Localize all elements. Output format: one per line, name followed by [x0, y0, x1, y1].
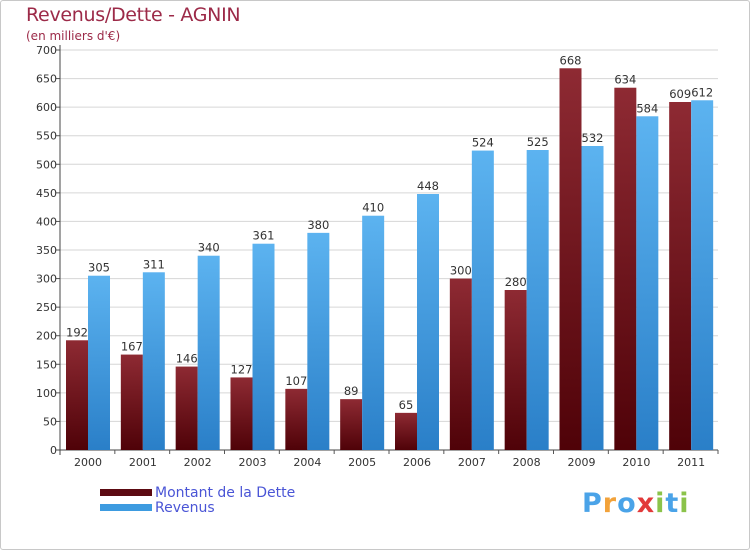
bar-revenue	[636, 116, 659, 451]
data-label-debt: 609	[669, 87, 691, 101]
logo-letter: t	[665, 488, 680, 519]
data-label-revenue: 448	[417, 179, 439, 193]
x-tick-label: 2004	[293, 456, 321, 469]
data-label-revenue: 311	[143, 257, 165, 271]
bar-revenue	[197, 255, 220, 450]
bar-debt	[559, 68, 582, 451]
bar-debt	[395, 412, 417, 450]
grid-lines	[60, 49, 718, 451]
bar-debt	[230, 377, 253, 450]
proxiti-logo: Proxiti	[582, 488, 690, 519]
data-label-debt: 300	[450, 264, 472, 278]
bar-revenue	[581, 146, 604, 450]
bar-revenue	[88, 275, 110, 450]
bar-debt	[614, 87, 637, 450]
data-label-debt: 127	[231, 362, 253, 376]
y-tick-label: 350	[36, 244, 57, 257]
data-label-debt: 65	[399, 398, 414, 412]
x-tick-label: 2000	[74, 456, 102, 469]
data-label-debt: 89	[344, 384, 359, 398]
bar-revenue	[252, 243, 275, 450]
bar-debt	[66, 340, 88, 450]
logo-letter: o	[617, 488, 637, 519]
logo-letter: x	[636, 488, 656, 519]
bar-debt	[175, 366, 198, 450]
x-tick-label: 2008	[513, 456, 541, 469]
data-label-debt: 167	[121, 340, 143, 354]
x-tick-label: 2010	[622, 456, 650, 469]
data-label-debt: 280	[505, 275, 527, 289]
bar-debt	[449, 278, 472, 450]
bar-debt	[504, 290, 527, 450]
data-label-revenue: 380	[307, 218, 329, 232]
y-tick-label: 500	[36, 158, 57, 171]
logo-letter: i	[655, 488, 666, 519]
data-label-revenue: 584	[636, 101, 658, 115]
data-label-revenue: 340	[198, 241, 220, 255]
y-tick-label: 400	[36, 215, 57, 228]
bar-revenue	[691, 100, 714, 451]
data-label-revenue: 524	[472, 136, 494, 150]
data-label-revenue: 532	[582, 131, 604, 145]
data-label-revenue: 361	[253, 229, 275, 243]
bar-debt	[120, 354, 143, 450]
y-tick-label: 650	[36, 73, 57, 86]
y-tick-label: 50	[43, 415, 57, 428]
y-tick-label: 450	[36, 187, 57, 200]
y-tick-label: 200	[36, 330, 57, 343]
data-labels: 192 305 167 311 146 340 127 361 107 380 89 410 65 448…	[66, 53, 713, 412]
bar-debt	[669, 102, 692, 450]
legend-swatch-debt	[100, 489, 152, 496]
data-label-revenue: 410	[362, 201, 384, 215]
data-label-revenue: 525	[527, 135, 549, 149]
x-tick-label: 2002	[184, 456, 212, 469]
data-label-revenue: 612	[691, 85, 713, 99]
y-tick-label: 550	[36, 130, 57, 143]
bar-debt	[285, 388, 308, 450]
legend-label-revenue: Revenus	[155, 500, 215, 516]
bar-debt	[340, 399, 363, 450]
legend-swatch-revenue	[100, 504, 152, 511]
y-tick-label: 150	[36, 358, 57, 371]
x-tick-label: 2006	[403, 456, 431, 469]
y-tick-label: 250	[36, 301, 57, 314]
x-tick-label: 2003	[239, 456, 267, 469]
x-tick-label: 2007	[458, 456, 486, 469]
bar-revenue	[471, 150, 494, 451]
bar-revenue	[362, 215, 385, 450]
y-tick-label: 300	[36, 273, 57, 286]
y-tick-label: 600	[36, 101, 57, 114]
logo-letter: r	[602, 488, 618, 519]
logo-letter: P	[582, 488, 603, 519]
chart-subtitle: (en milliers d'€)	[26, 29, 121, 43]
data-label-revenue: 305	[88, 261, 110, 275]
bar-revenue	[142, 272, 165, 450]
x-tick-label: 2011	[677, 456, 705, 469]
data-label-debt: 668	[560, 53, 582, 67]
y-tick-label: 0	[50, 444, 57, 457]
bar-revenue	[417, 194, 439, 450]
data-label-debt: 192	[66, 325, 88, 339]
axes: 0 50 100 150 200 250 300 350 400 450 500 550 600 650 7…	[36, 44, 719, 469]
data-label-debt: 107	[285, 374, 307, 388]
data-label-debt: 634	[614, 73, 636, 87]
x-tick-label: 2001	[129, 456, 157, 469]
bar-revenue	[526, 150, 549, 450]
y-tick-label: 100	[36, 387, 57, 400]
y-tick-label: 700	[36, 44, 57, 57]
x-tick-label: 2009	[568, 456, 596, 469]
bar-revenue	[307, 232, 330, 450]
chart-title: Revenus/Dette - AGNIN	[26, 4, 241, 26]
logo-letter: i	[679, 488, 690, 519]
data-label-debt: 146	[176, 352, 198, 366]
bars	[66, 68, 714, 451]
legend-label-debt: Montant de la Dette	[155, 485, 296, 501]
x-tick-label: 2005	[348, 456, 376, 469]
